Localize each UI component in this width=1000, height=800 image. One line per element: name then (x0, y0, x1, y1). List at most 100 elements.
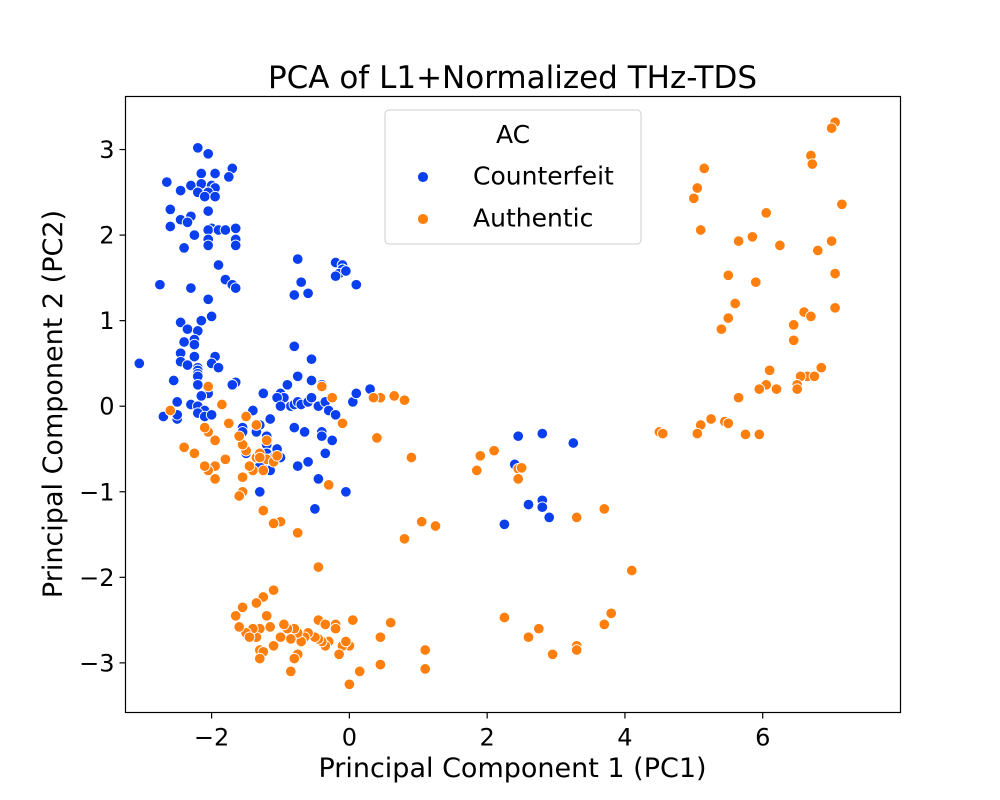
legend-title: AC (496, 120, 530, 149)
point-authentic (188, 447, 201, 460)
point-counterfeit (178, 336, 190, 348)
point-authentic (488, 444, 500, 457)
point-counterfeit (229, 239, 242, 252)
point-counterfeit (195, 167, 208, 180)
point-counterfeit (312, 473, 325, 485)
point-authentic (829, 302, 841, 314)
point-authentic (209, 434, 221, 447)
point-authentic (729, 297, 741, 310)
point-counterfeit (316, 430, 328, 442)
y-tick-label: −1 (79, 478, 114, 506)
point-authentic (546, 648, 559, 661)
point-authentic (825, 235, 838, 247)
point-counterfeit (295, 276, 307, 288)
y-axis-label: Principal Component 2 (PC2) (38, 210, 69, 598)
point-counterfeit (302, 456, 314, 468)
point-authentic (236, 601, 249, 614)
point-authentic (257, 464, 270, 477)
point-authentic (598, 503, 611, 515)
point-counterfeit (305, 391, 318, 404)
point-counterfeit (226, 379, 239, 391)
point-counterfeit (188, 229, 201, 241)
point-authentic (829, 267, 841, 280)
point-authentic (753, 383, 766, 395)
point-counterfeit (202, 239, 214, 252)
point-counterfeit (181, 359, 194, 371)
point-counterfeit (209, 167, 221, 180)
point-authentic (626, 564, 638, 577)
point-authentic (732, 235, 745, 247)
point-authentic (340, 635, 352, 648)
point-authentic (419, 644, 431, 656)
point-authentic (233, 430, 245, 442)
point-counterfeit (274, 400, 287, 412)
point-counterfeit (192, 142, 204, 154)
point-counterfeit (298, 426, 311, 438)
point-authentic (278, 618, 290, 631)
y-tick-label: −3 (79, 649, 114, 677)
point-authentic (329, 622, 342, 635)
point-counterfeit (229, 282, 242, 294)
point-authentic (691, 182, 704, 194)
point-counterfeit (281, 379, 294, 391)
point-counterfeit (305, 353, 318, 365)
y-tick-label: 2 (99, 222, 114, 250)
point-counterfeit (161, 176, 173, 188)
point-authentic (657, 427, 669, 440)
point-counterfeit (205, 310, 218, 323)
point-counterfeit (154, 278, 166, 291)
y-tick-label: 3 (99, 136, 114, 164)
point-counterfeit (522, 498, 535, 511)
point-authentic (605, 607, 617, 620)
point-authentic (267, 584, 280, 596)
point-counterfeit (350, 278, 363, 291)
point-authentic (312, 561, 325, 573)
point-counterfeit (264, 413, 276, 425)
point-authentic (343, 678, 356, 691)
legend: AC Counterfeit Authentic (384, 109, 642, 245)
point-counterfeit (329, 270, 342, 282)
point-authentic (815, 361, 828, 374)
point-counterfeit (174, 184, 187, 197)
point-authentic (688, 192, 700, 205)
point-authentic (233, 621, 245, 633)
point-authentic (515, 462, 528, 474)
point-counterfeit (133, 357, 146, 370)
point-counterfeit (171, 396, 183, 408)
point-counterfeit (512, 430, 524, 442)
point-authentic (254, 652, 266, 665)
point-authentic (347, 614, 359, 626)
point-counterfeit (340, 265, 352, 277)
point-authentic (198, 421, 211, 434)
point-authentic (398, 394, 411, 406)
point-authentic (570, 644, 583, 656)
point-authentic (233, 490, 245, 502)
point-authentic (598, 618, 611, 631)
point-authentic (694, 224, 707, 236)
point-authentic (722, 417, 735, 430)
point-authentic (367, 391, 380, 404)
x-tick-label: 4 (617, 724, 632, 752)
point-counterfeit (198, 190, 211, 203)
point-authentic (254, 451, 266, 464)
point-authentic (326, 391, 338, 404)
legend-label-authentic: Authentic (473, 204, 593, 233)
point-counterfeit (195, 390, 208, 402)
point-authentic (267, 517, 280, 530)
point-counterfeit (309, 503, 321, 515)
point-counterfeit (305, 374, 318, 387)
point-counterfeit (164, 203, 177, 216)
point-counterfeit (498, 518, 511, 531)
point-authentic (250, 597, 263, 609)
point-counterfeit (188, 338, 201, 351)
point-authentic (415, 515, 428, 528)
point-counterfeit (195, 314, 208, 327)
legend-marker-authentic (417, 213, 429, 225)
point-counterfeit (212, 259, 225, 271)
point-counterfeit (178, 242, 190, 254)
point-counterfeit (185, 282, 197, 294)
point-authentic (429, 520, 442, 532)
y-tick-label: 1 (99, 307, 114, 335)
point-authentic (322, 479, 335, 491)
point-authentic (791, 383, 803, 395)
